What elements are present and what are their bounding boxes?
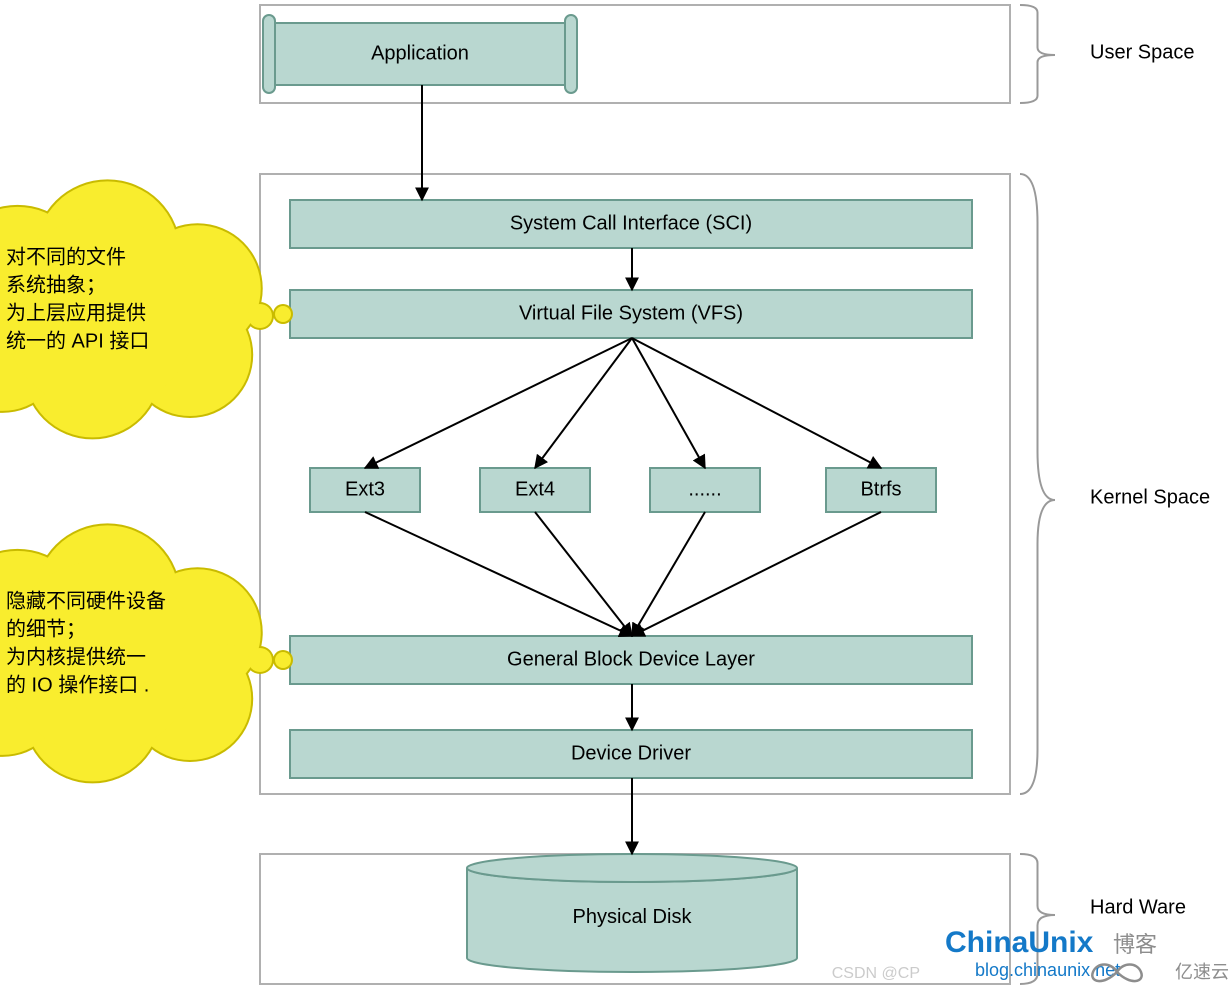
physical-disk: Physical Disk xyxy=(467,854,797,972)
block-drv: Device Driver xyxy=(290,730,972,778)
block-vfs: Virtual File System (VFS) xyxy=(290,290,972,338)
cloud-gbl_note-line: 的细节； xyxy=(6,618,86,641)
physical-disk-label: Physical Disk xyxy=(573,906,693,928)
block-gbl-label: General Block Device Layer xyxy=(507,648,755,670)
block-ext3-label: Ext3 xyxy=(345,478,385,500)
section-label-kernel: Kernel Space xyxy=(1090,487,1210,509)
watermark-csdn: CSDN @CP xyxy=(832,965,920,982)
block-btrfs-label: Btrfs xyxy=(860,478,901,500)
cloud-vfs_note-line: 统一的 API 接口 xyxy=(6,330,149,353)
block-sci: System Call Interface (SCI) xyxy=(290,200,972,248)
cloud-gbl_note-line: 的 IO 操作接口 . xyxy=(6,674,149,697)
application-label: Application xyxy=(371,42,469,64)
watermark-chinaunix-url: blog.chinaunix.net xyxy=(975,960,1120,980)
cloud-vfs_note-line: 对不同的文件 xyxy=(6,246,126,269)
block-ext4: Ext4 xyxy=(480,468,590,512)
cloud-gbl_note-line: 为内核提供统一 xyxy=(6,646,146,669)
block-ext3: Ext3 xyxy=(310,468,420,512)
diagram-svg: User Space Kernel Space Hard Ware Applicati… xyxy=(0,0,1230,998)
cloud-vfs_note-line: 系统抽象； xyxy=(6,274,106,297)
section-label-user: User Space xyxy=(1090,42,1195,64)
cloud-gbl_note-line: 隐藏不同硬件设备 xyxy=(6,590,166,613)
svg-text:亿速云: 亿速云 xyxy=(1175,962,1229,982)
block-vfs-label: Virtual File System (VFS) xyxy=(519,302,743,324)
block-gbl: General Block Device Layer xyxy=(290,636,972,684)
block-drv-label: Device Driver xyxy=(571,742,691,764)
application-scroll: Application xyxy=(263,15,577,93)
block-more: ...... xyxy=(650,468,760,512)
diagram-root: User Space Kernel Space Hard Ware Applicati… xyxy=(0,0,1230,998)
watermark-chinaunix: ChinaUnix xyxy=(945,926,1094,959)
block-more-label: ...... xyxy=(688,478,721,500)
section-label-hw: Hard Ware xyxy=(1090,897,1186,919)
block-ext4-label: Ext4 xyxy=(515,478,555,500)
cloud-vfs_note-line: 为上层应用提供 xyxy=(6,302,146,325)
block-sci-label: System Call Interface (SCI) xyxy=(510,212,752,234)
canvas-bg xyxy=(0,0,1230,998)
watermark-chinaunix-sub: 博客 xyxy=(1113,932,1157,957)
block-btrfs: Btrfs xyxy=(826,468,936,512)
